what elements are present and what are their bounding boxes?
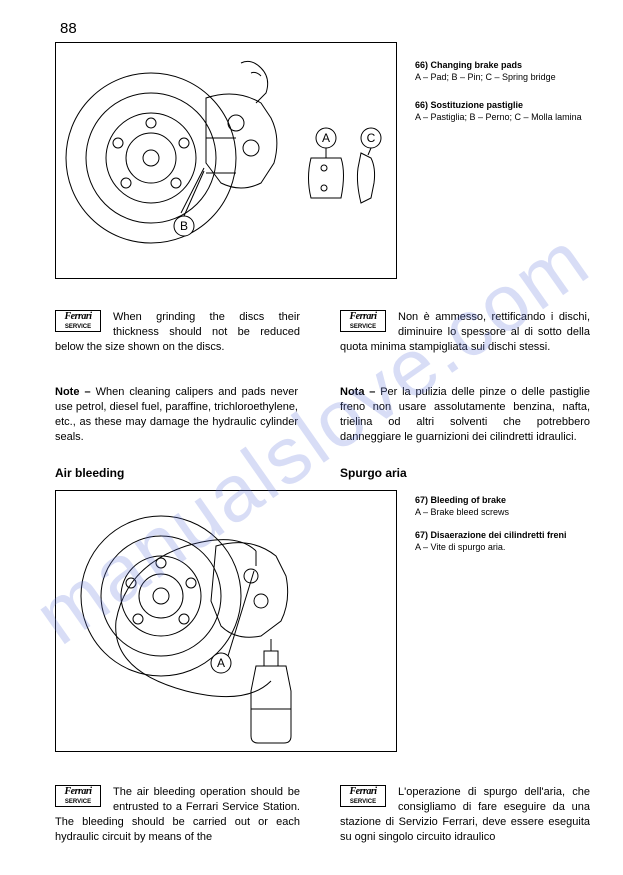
figure2-caption-en: 67) Bleeding of brake A – Brake bleed sc…	[415, 495, 585, 518]
ferrari-service-badge: Ferrari SERVICE	[340, 310, 386, 332]
caption-title: 66) Changing brake pads	[415, 60, 585, 72]
grinding-note-it: Ferrari SERVICE Non è ammesso, rettifica…	[340, 310, 590, 355]
badge-brand: Ferrari	[64, 311, 91, 322]
figure-air-bleeding: A	[55, 490, 397, 752]
caption-text: A – Pastiglia; B – Perno; C – Molla lami…	[415, 112, 585, 124]
caption-title: 67) Disaerazione dei cilindretti freni	[415, 530, 585, 542]
figure1-caption-it: 66) Sostituzione pastiglie A – Pastiglia…	[415, 100, 585, 123]
bleed-note-en: Ferrari SERVICE The air bleeding operati…	[55, 785, 300, 844]
cleaning-note-en: Note – When cleaning calipers and pads n…	[55, 385, 298, 444]
manual-page: 88	[0, 0, 623, 875]
badge-brand: Ferrari	[64, 786, 91, 797]
ferrari-service-badge: Ferrari SERVICE	[340, 785, 386, 807]
ferrari-service-badge: Ferrari SERVICE	[55, 785, 101, 807]
caption-title: 67) Bleeding of brake	[415, 495, 585, 507]
badge-sub: SERVICE	[350, 324, 376, 330]
callout-B: B	[180, 219, 188, 233]
badge-brand: Ferrari	[349, 786, 376, 797]
figure1-caption-en: 66) Changing brake pads A – Pad; B – Pin…	[415, 60, 585, 83]
caption-text: A – Vite di spurgo aria.	[415, 542, 585, 554]
note-bold: Nota –	[340, 386, 380, 398]
page-number: 88	[60, 20, 77, 37]
cleaning-note-it: Nota – Per la pulizia delle pinze o dell…	[340, 385, 590, 444]
badge-sub: SERVICE	[350, 799, 376, 805]
callout-A: A	[217, 656, 225, 670]
heading-spurgo-aria: Spurgo aria	[340, 465, 407, 481]
ferrari-service-badge: Ferrari SERVICE	[55, 310, 101, 332]
caption-text: A – Pad; B – Pin; C – Spring bridge	[415, 72, 585, 84]
badge-sub: SERVICE	[65, 799, 91, 805]
bleed-note-it: Ferrari SERVICE L'operazione di spurgo d…	[340, 785, 590, 844]
figure2-caption-it: 67) Disaerazione dei cilindretti freni A…	[415, 530, 585, 553]
badge-brand: Ferrari	[349, 311, 376, 322]
figure-brake-pads: A C B	[55, 42, 397, 279]
caption-text: A – Brake bleed screws	[415, 507, 585, 519]
grinding-note-en: Ferrari SERVICE When grinding the discs …	[55, 310, 300, 355]
badge-sub: SERVICE	[65, 324, 91, 330]
caption-title: 66) Sostituzione pastiglie	[415, 100, 585, 112]
callout-A: A	[322, 131, 330, 145]
callout-C: C	[367, 131, 376, 145]
note-bold: Note –	[55, 386, 96, 398]
heading-air-bleeding: Air bleeding	[55, 465, 124, 481]
